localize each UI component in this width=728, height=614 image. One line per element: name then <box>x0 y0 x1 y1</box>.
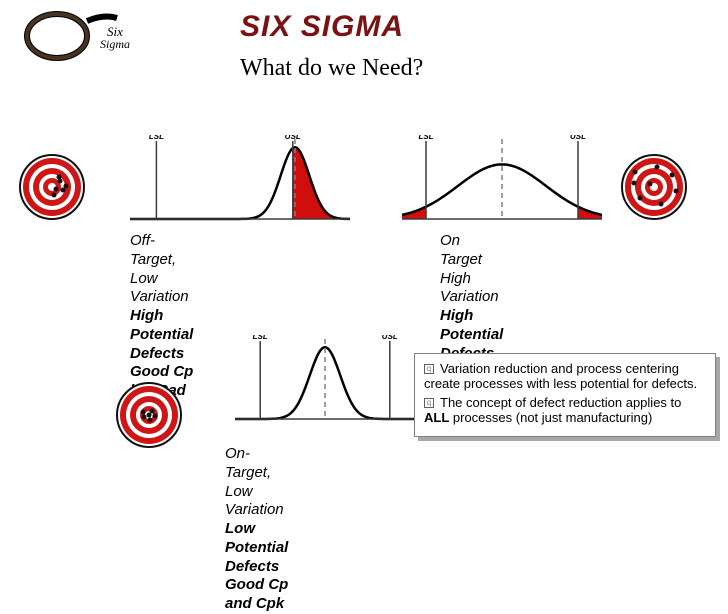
note-text: Variation reduction and process centerin… <box>424 361 697 391</box>
caption-c-line1: On-Target, Low Variation <box>225 445 288 520</box>
bullet-icon: q <box>424 398 434 408</box>
chart-ideal: LSL USL <box>235 335 415 439</box>
sigma-logo-icon: Six Sigma <box>12 8 142 63</box>
caption-c-line2: Low Potential Defects <box>225 520 288 576</box>
target-b <box>617 150 691 224</box>
chart-off-target: LSL USL <box>130 135 350 239</box>
caption-c-line3: Good Cp and Cpk <box>225 576 288 614</box>
target-c <box>112 378 186 452</box>
svg-text:LSL: LSL <box>149 135 164 141</box>
chart-high-variation: LSL USL <box>402 135 602 239</box>
caption-c: On-Target, Low Variation Low Potential D… <box>225 445 288 614</box>
caption-b-line1b: High Variation <box>440 270 503 308</box>
svg-text:USL: USL <box>570 135 586 141</box>
note-text: The concept of defect reduction applies … <box>424 395 681 425</box>
note-item: qVariation reduction and process centeri… <box>424 361 706 391</box>
caption-a-line2: High Potential Defects <box>130 307 193 363</box>
caption-a-line1: Off-Target, Low Variation <box>130 232 193 307</box>
page-subtitle: What do we Need? <box>240 55 423 82</box>
svg-text:USL: USL <box>382 335 398 341</box>
caption-b-line1: On Target <box>440 232 503 270</box>
logo-text-2: Sigma <box>100 37 130 51</box>
svg-text:USL: USL <box>285 135 301 141</box>
bullet-icon: q <box>424 364 434 374</box>
note-item: qThe concept of defect reduction applies… <box>424 395 706 425</box>
page-title: SIX SIGMA <box>240 10 404 44</box>
target-a <box>15 150 89 224</box>
svg-text:LSL: LSL <box>253 335 268 341</box>
svg-text:LSL: LSL <box>418 135 433 141</box>
six-sigma-logo: Six Sigma <box>12 8 142 68</box>
notes-box: qVariation reduction and process centeri… <box>414 353 716 437</box>
